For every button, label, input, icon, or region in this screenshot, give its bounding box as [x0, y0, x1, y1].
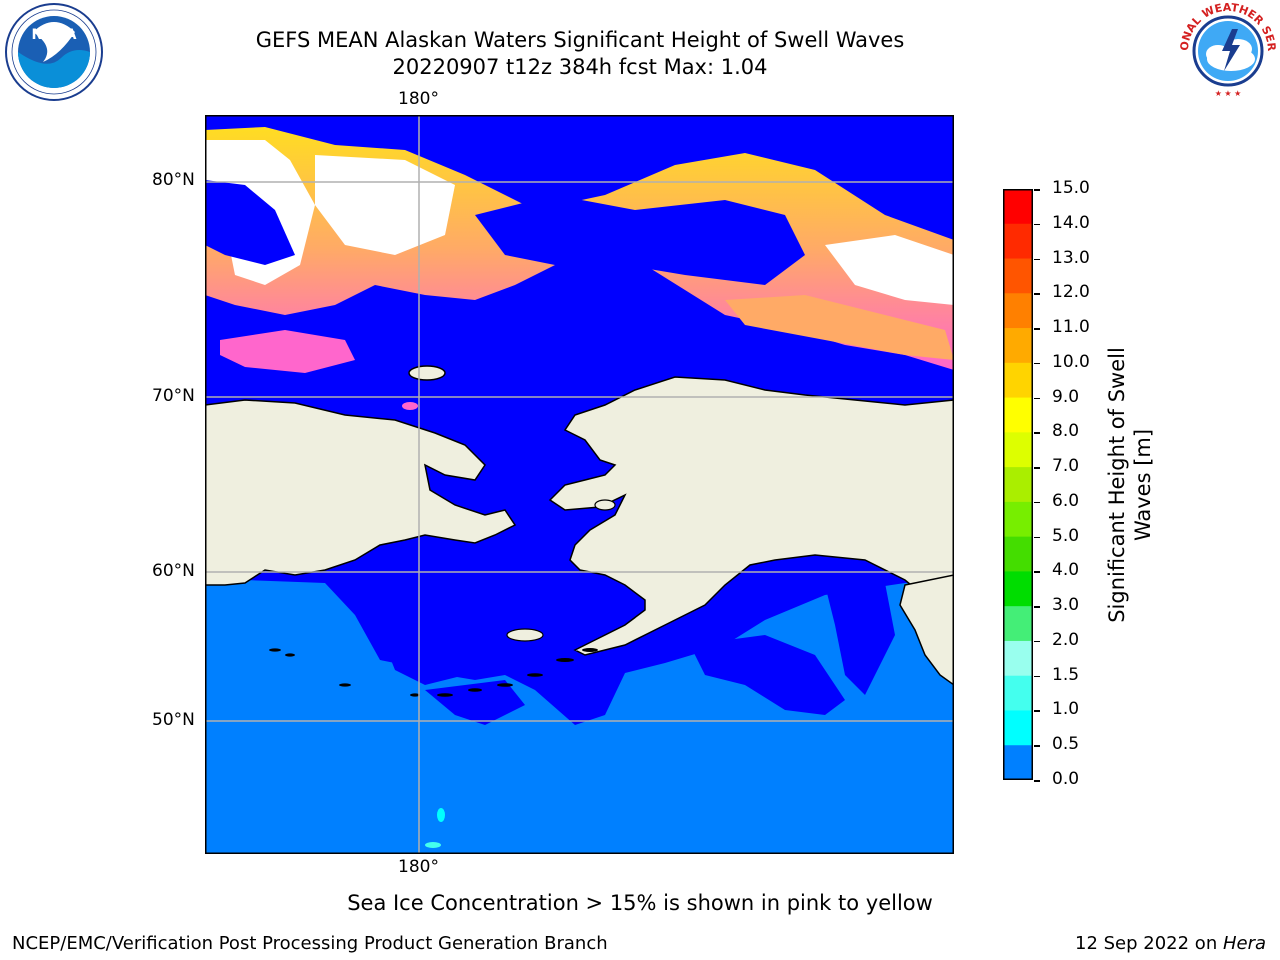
colorbar-tick-label: 3.0 [1052, 595, 1080, 616]
colorbar-tick-mark [1034, 328, 1040, 330]
colorbar-tick-label: 14.0 [1052, 212, 1090, 233]
colorbar-tick-label: 13.0 [1052, 247, 1090, 268]
swell-spot-1 [437, 808, 445, 822]
aleutian-islands [269, 648, 598, 697]
ice-interior-2 [315, 155, 455, 255]
colorbar-ticks: 15.0 14.0 13.0 12.0 11.0 10.0 9.0 8.0 7.0 6.0 5.0 4… [1034, 178, 1104, 790]
nunivak-island [594, 499, 616, 511]
ocean-arctic-1 [205, 180, 295, 265]
lat-label-70: 70°N [152, 386, 195, 406]
colorbar-tick-mark [1034, 640, 1040, 643]
colorbar-label-line1: Significant Height of Swell [1105, 347, 1129, 623]
noaa-logo-text: NOAA [32, 27, 77, 43]
ocean-patch-1 [690, 635, 845, 715]
colorbar-tick-label: 0.5 [1052, 734, 1080, 755]
map-border [205, 115, 954, 854]
colorbar-tick-label: 15.0 [1052, 178, 1090, 198]
colorbar-tick-label: 10.0 [1052, 351, 1090, 372]
colorbar-tick-label: 7.0 [1052, 456, 1080, 477]
colorbar-tick-label: 12.0 [1052, 282, 1090, 303]
lon-label-bottom: 180° [398, 857, 439, 877]
sea-ice-note: Sea Ice Concentration > 15% is shown in … [347, 891, 933, 915]
colorbar-bin [1003, 467, 1033, 503]
colorbar-bin [1003, 640, 1033, 677]
footer-machine: Hera [1222, 933, 1266, 954]
colorbar-tick-mark [1034, 536, 1040, 539]
colorbar-bin [1003, 501, 1033, 538]
colorbar-bin [1003, 571, 1033, 607]
nws-logo: NATIONAL WEATHER SERVICE ★ ★ ★ [1171, 0, 1280, 101]
colorbar-bin [1003, 745, 1033, 781]
colorbar-bin [1003, 189, 1033, 225]
colorbar-tick-mark [1034, 397, 1040, 400]
chart-title: GEFS MEAN Alaskan Waters Significant Hei… [255, 28, 905, 52]
ocean-patch-4 [385, 635, 465, 685]
land-siberia [205, 399, 517, 586]
colorbar-tick-mark [1034, 675, 1040, 678]
colorbar-tick-mark [1034, 606, 1040, 608]
colorbar-bin [1003, 328, 1033, 364]
noaa-logo: NOAA [3, 2, 105, 102]
colorbar-border [1003, 189, 1033, 780]
colorbar-bin [1003, 258, 1033, 294]
map-canvas [205, 115, 954, 854]
colorbar-tick-mark [1034, 432, 1040, 434]
colorbar-tick-mark [1034, 501, 1040, 504]
ocean-patch-2 [825, 583, 895, 695]
colorbar-tick-mark [1034, 293, 1040, 295]
lat-label-80: 80°N [152, 170, 195, 190]
colorbar-tick-mark [1034, 189, 1040, 191]
svg-text:★ ★ ★: ★ ★ ★ [1215, 89, 1242, 98]
colorbar-label-line2: Waves [m] [1131, 428, 1155, 542]
colorbar-bin [1003, 606, 1033, 642]
footer-credit: NCEP/EMC/Verification Post Processing Pr… [12, 933, 608, 954]
chart-subtitle: 20220907 t12z 384h fcst Max: 1.04 [392, 55, 768, 79]
st-lawrence-island [506, 628, 544, 642]
colorbar-tick-mark [1034, 362, 1040, 365]
ice-patch-lower-2 [725, 295, 954, 360]
colorbar-tick-mark [1034, 571, 1040, 573]
ice-interior-3 [825, 235, 954, 305]
ice-patch-lower [220, 330, 355, 373]
graticule [205, 115, 954, 854]
colorbar-bin [1003, 432, 1033, 468]
wrangel-island [408, 365, 446, 381]
footer-date: 12 Sep 2022 on Hera [1075, 933, 1266, 954]
land-panhandle [899, 574, 954, 686]
colorbar-tick-mark [1034, 780, 1040, 782]
colorbar-bin [1003, 397, 1033, 433]
colorbar-tick-mark [1034, 258, 1040, 261]
colorbar-tick-label: 11.0 [1052, 317, 1090, 338]
colorbar-tick-label: 4.0 [1052, 560, 1080, 581]
colorbar-bin [1003, 675, 1033, 711]
colorbar-bin [1003, 536, 1033, 572]
colorbar [1003, 189, 1033, 781]
lat-label-60: 60°N [152, 561, 195, 581]
colorbar-tick-label: 5.0 [1052, 525, 1080, 546]
colorbar-bin [1003, 293, 1033, 329]
colorbar-tick-label: 9.0 [1052, 386, 1080, 407]
ocean-arctic-2 [475, 195, 805, 285]
colorbar-tick-label: 1.0 [1052, 699, 1080, 720]
colorbar-tick-mark [1034, 223, 1040, 226]
colorbar-tick-label: 8.0 [1052, 421, 1080, 442]
lon-label-top: 180° [398, 89, 439, 109]
colorbar-tick-label: 2.0 [1052, 629, 1080, 650]
ice-near-wrangel [402, 402, 418, 410]
footer-date-text: 12 Sep 2022 on [1075, 933, 1223, 954]
colorbar-tick-mark [1034, 467, 1040, 469]
ocean-patch-3 [425, 680, 525, 725]
colorbar-bin [1003, 710, 1033, 746]
lat-label-50: 50°N [152, 710, 195, 730]
colorbar-tick-mark [1034, 745, 1040, 747]
map-panel [205, 115, 954, 854]
colorbar-tick-label: 6.0 [1052, 490, 1080, 511]
colorbar-tick-label: 0.0 [1052, 769, 1080, 789]
colorbar-tick-mark [1034, 710, 1040, 712]
swell-spot-2 [425, 842, 441, 848]
colorbar-bin [1003, 223, 1033, 260]
colorbar-tick-label: 1.5 [1052, 664, 1080, 685]
colorbar-bin [1003, 362, 1033, 399]
